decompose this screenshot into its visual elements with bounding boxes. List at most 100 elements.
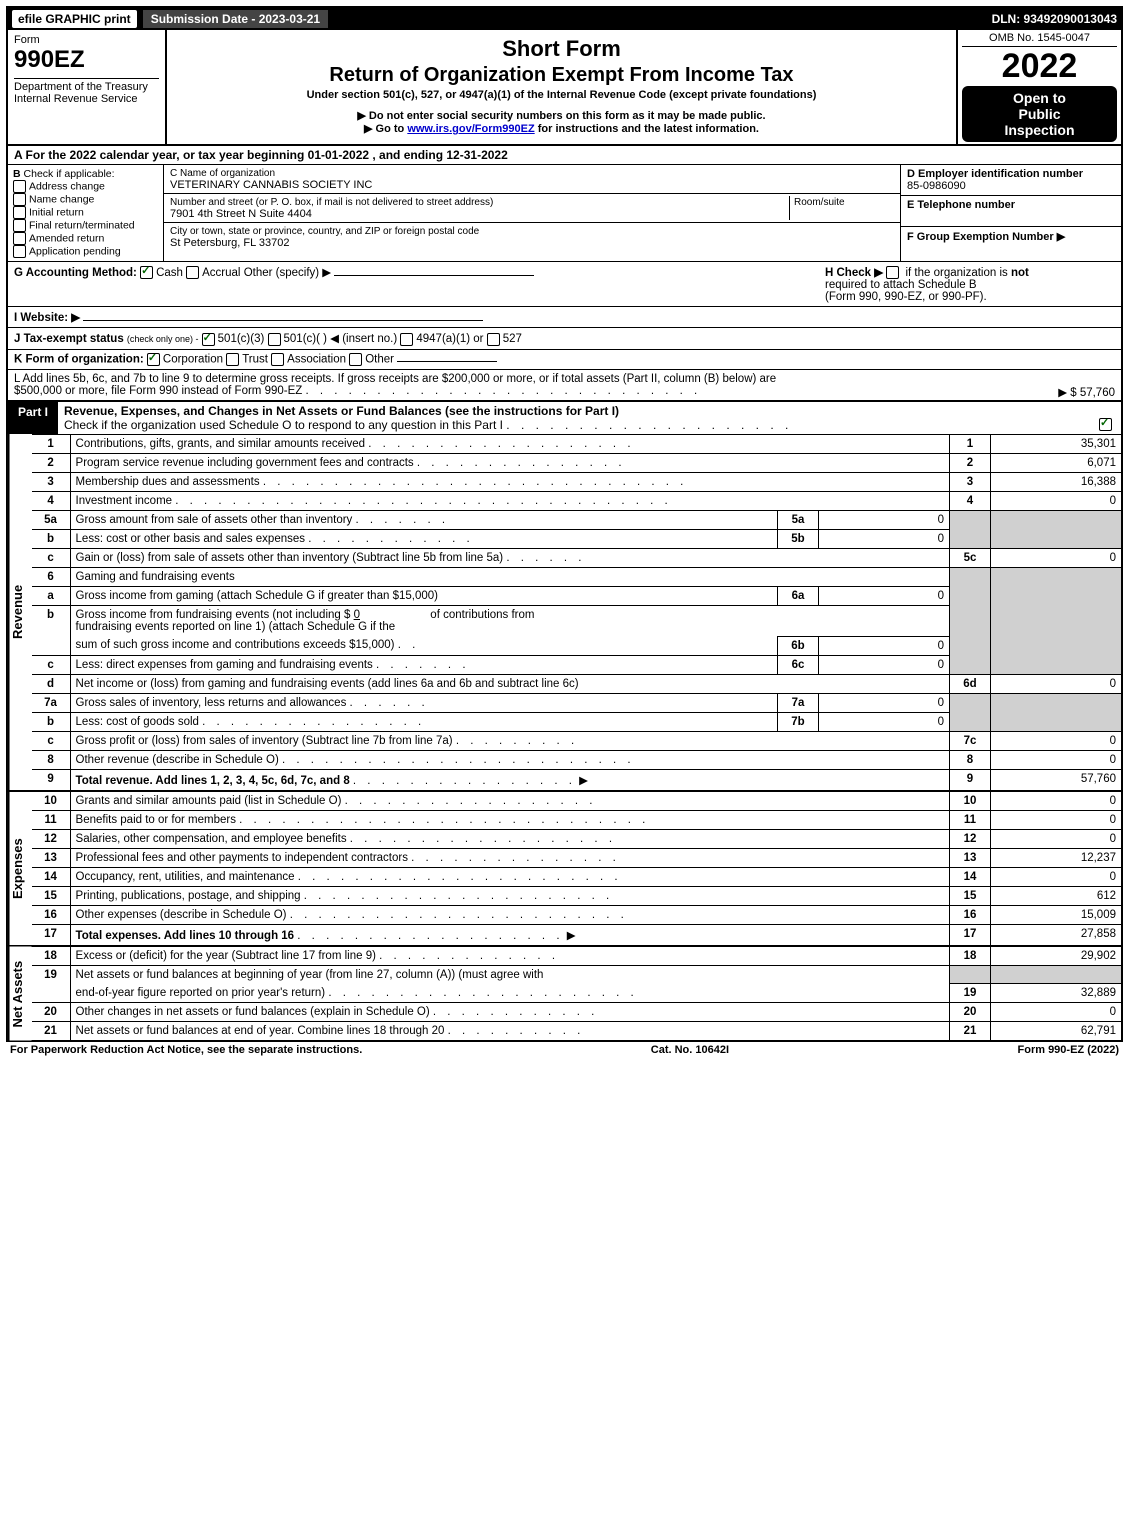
line10-desc: Grants and similar amounts paid (list in… [76,795,342,807]
line-21: 21Net assets or fund balances at end of … [32,1022,1121,1041]
i-label: I Website: ▶ [14,312,80,324]
501c3-checkbox[interactable] [202,333,215,346]
part1-label: Part I [8,402,58,434]
line-a-tax-year: A For the 2022 calendar year, or tax yea… [8,146,1121,165]
other-specify-label: Other (specify) ▶ [244,267,331,279]
line6c-desc: Less: direct expenses from gaming and fu… [76,659,373,671]
line9-num: 9 [950,769,991,790]
line-20: 20Other changes in net assets or fund ba… [32,1003,1121,1022]
l-gross-receipts-row: L Add lines 5b, 6c, and 7b to line 9 to … [8,370,1121,402]
line-10: 10Grants and similar amounts paid (list … [32,792,1121,811]
form-container: efile GRAPHIC print Submission Date - 20… [6,6,1123,1042]
line-6b2: sum of such gross income and contributio… [32,636,1121,655]
page-footer: For Paperwork Reduction Act Notice, see … [6,1042,1123,1058]
other-org-line [397,361,497,362]
h-text3: (Form 990, 990-EZ, or 990-PF). [825,291,987,303]
line-19a: 19Net assets or fund balances at beginni… [32,965,1121,984]
part1-header-row: Part I Revenue, Expenses, and Changes in… [8,402,1121,434]
irs-link[interactable]: www.irs.gov/Form990EZ [407,123,534,135]
line15-val: 612 [991,886,1122,905]
line15-desc: Printing, publications, postage, and shi… [76,890,301,902]
line11-val: 0 [991,810,1122,829]
line4-desc: Investment income [76,495,173,507]
section-b: B Check if applicable: Address change Na… [8,165,164,261]
footer-right: Form 990-EZ (2022) [1018,1044,1120,1056]
part1-title: Revenue, Expenses, and Changes in Net As… [64,404,619,418]
b-label: B [13,168,21,180]
top-bar: efile GRAPHIC print Submission Date - 20… [8,8,1121,30]
line6a-desc: Gross income from gaming (attach Schedul… [76,590,438,602]
corp-label: Corporation [163,353,223,365]
other-specify-line [334,275,534,276]
line6b-desc3: sum of such gross income and contributio… [76,639,395,651]
name-change-checkbox[interactable] [13,193,26,206]
association-checkbox[interactable] [271,353,284,366]
line-13: 13Professional fees and other payments t… [32,848,1121,867]
schedule-o-checkbox[interactable] [1099,418,1112,431]
line6a-innum: 6a [778,586,819,605]
line20-desc: Other changes in net assets or fund bala… [76,1006,430,1018]
line15-num: 15 [950,886,991,905]
line18-num: 18 [950,947,991,966]
line9-desc: Total revenue. Add lines 1, 2, 3, 4, 5c,… [76,775,350,787]
line3-desc: Membership dues and assessments [76,476,260,488]
initial-return-checkbox[interactable] [13,206,26,219]
website-line [83,320,483,321]
trust-checkbox[interactable] [226,353,239,366]
line13-val: 12,237 [991,848,1122,867]
527-checkbox[interactable] [487,333,500,346]
subtitle-section: Under section 501(c), 527, or 4947(a)(1)… [171,89,952,101]
501c3-label: 501(c)(3) [218,333,265,345]
final-return-checkbox[interactable] [13,219,26,232]
line16-num: 16 [950,905,991,924]
c-name-label: C Name of organization [170,168,275,179]
org-city: St Petersburg, FL 33702 [170,237,289,249]
line20-val: 0 [991,1003,1122,1022]
accrual-checkbox[interactable] [186,266,199,279]
line-7a: 7aGross sales of inventory, less returns… [32,693,1121,712]
line14-desc: Occupancy, rent, utilities, and maintena… [76,871,295,883]
line7a-desc: Gross sales of inventory, less returns a… [76,697,347,709]
e-phone-label: E Telephone number [907,199,1015,211]
open-line3: Inspection [966,122,1113,138]
application-pending-checkbox[interactable] [13,245,26,258]
revenue-table: 1Contributions, gifts, grants, and simil… [32,434,1121,790]
line18-desc: Excess or (deficit) for the year (Subtra… [76,950,376,962]
line21-desc: Net assets or fund balances at end of ye… [76,1025,445,1037]
line1-desc: Contributions, gifts, grants, and simila… [76,438,366,450]
opt-application-pending: Application pending [29,245,121,257]
line-7c: cGross profit or (loss) from sales of in… [32,731,1121,750]
line12-num: 12 [950,829,991,848]
line5b-desc: Less: cost or other basis and sales expe… [76,533,306,545]
501c-checkbox[interactable] [268,333,281,346]
open-line2: Public [966,106,1113,122]
revenue-section: Revenue 1Contributions, gifts, grants, a… [8,434,1121,790]
line-17: 17Total expenses. Add lines 10 through 1… [32,924,1121,945]
submission-date: Submission Date - 2023-03-21 [143,10,328,28]
other-org-checkbox[interactable] [349,353,362,366]
line10-val: 0 [991,792,1122,811]
opt-initial-return: Initial return [29,206,84,218]
line7b-innum: 7b [778,712,819,731]
line-1: 1Contributions, gifts, grants, and simil… [32,434,1121,453]
h-checkbox[interactable] [886,266,899,279]
cash-checkbox[interactable] [140,266,153,279]
line-12: 12Salaries, other compensation, and empl… [32,829,1121,848]
line19-desc2: end-of-year figure reported on prior yea… [76,987,326,999]
line2-val: 6,071 [991,453,1122,472]
line14-val: 0 [991,867,1122,886]
l-text2: $500,000 or more, file Form 990 instead … [14,385,302,397]
footer-left: For Paperwork Reduction Act Notice, see … [10,1044,362,1056]
corporation-checkbox[interactable] [147,353,160,366]
line3-num: 3 [950,472,991,491]
address-change-checkbox[interactable] [13,180,26,193]
amended-return-checkbox[interactable] [13,232,26,245]
line11-num: 11 [950,810,991,829]
line-5a: 5aGross amount from sale of assets other… [32,510,1121,529]
k-form-org-row: K Form of organization: Corporation Trus… [8,350,1121,370]
efile-print-button[interactable]: efile GRAPHIC print [12,10,137,28]
4947-checkbox[interactable] [400,333,413,346]
line6d-num: 6d [950,674,991,693]
line6b-innum: 6b [778,636,819,655]
line1-val: 35,301 [991,434,1122,453]
